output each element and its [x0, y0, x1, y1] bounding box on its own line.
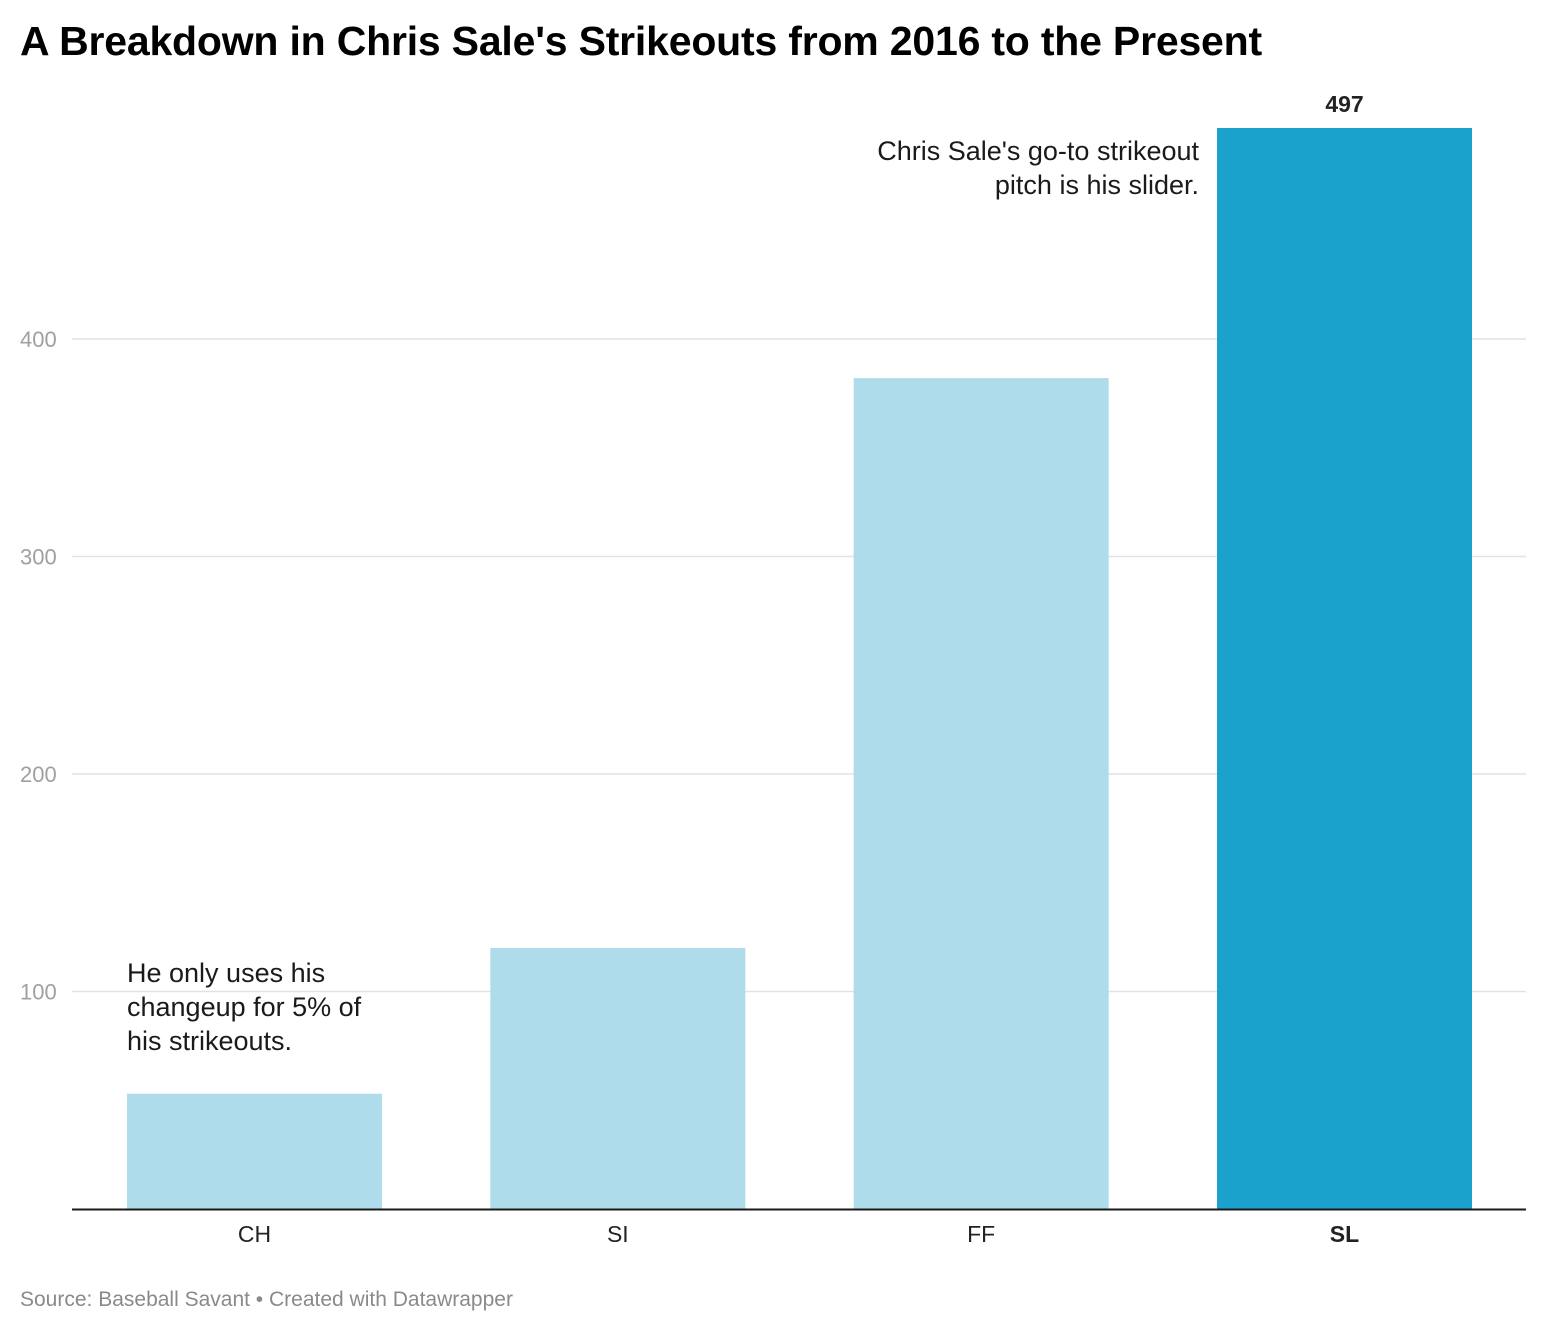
x-tick-label: CH: [238, 1221, 271, 1247]
bar-ch: [127, 1093, 382, 1209]
x-tick-label: SI: [607, 1221, 629, 1247]
bar-sl: [1217, 128, 1472, 1209]
labels: 100 200 300 400 CH SI FF SL 497: [20, 91, 1364, 1247]
y-tick-label: 300: [20, 544, 57, 569]
annotation-line: He only uses his: [127, 958, 326, 988]
bars: [127, 128, 1472, 1209]
annotation-line: his strikeouts.: [127, 1026, 293, 1056]
x-tick-label: FF: [967, 1221, 995, 1247]
bar-ff: [853, 378, 1109, 1209]
annotation-line: Chris Sale's go-to strikeout: [877, 136, 1199, 166]
annotation-line: changeup for 5% of: [127, 992, 362, 1022]
y-tick-label: 400: [20, 327, 57, 352]
data-label: 497: [1325, 91, 1363, 117]
chart-title: A Breakdown in Chris Sale's Strikeouts f…: [20, 18, 1262, 64]
bar-si: [490, 947, 746, 1209]
changeup-annotation: He only uses his changeup for 5% of his …: [127, 956, 361, 1058]
y-tick-label: 200: [20, 762, 57, 787]
y-tick-label: 100: [20, 979, 57, 1004]
source-note: Source: Baseball Savant • Created with D…: [20, 1288, 513, 1311]
x-tick-label: SL: [1330, 1221, 1359, 1247]
slider-annotation: Chris Sale's go-to strikeout pitch is hi…: [877, 134, 1199, 202]
annotation-line: pitch is his slider.: [994, 170, 1199, 200]
